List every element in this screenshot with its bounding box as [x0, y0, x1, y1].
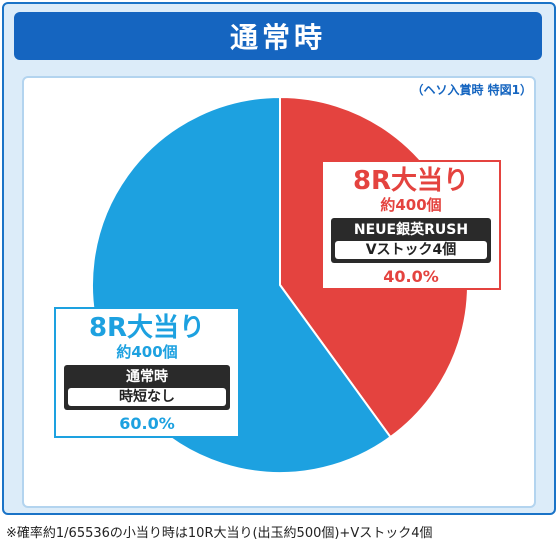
mode-box: 通常時 時短なし	[64, 365, 230, 410]
slice-label-rush: 8R大当り 約400個 NEUE銀英RUSH Vストック4個 40.0%	[321, 160, 501, 290]
slice-label-title: 8R大当り	[352, 166, 470, 196]
mode-box: NEUE銀英RUSH Vストック4個	[331, 218, 491, 263]
footnote: ※確率約1/65536の小当り時は10R大当り(出玉約500個)+Vストック4個	[6, 526, 433, 541]
slice-label-payout: 約400個	[116, 343, 178, 361]
slice-label-normal: 8R大当り 約400個 通常時 時短なし 60.0%	[54, 307, 240, 438]
mode-title: NEUE銀英RUSH	[353, 222, 469, 238]
page-title: 通常時	[229, 21, 326, 54]
mode-value: 時短なし	[68, 388, 226, 406]
slice-percent: 60.0%	[119, 414, 175, 433]
slice-label-title: 8R大当り	[88, 313, 206, 343]
mode-value: Vストック4個	[335, 241, 487, 259]
title-banner: 通常時	[14, 12, 542, 60]
condition-note: （ヘソ入賞時 特図1）	[411, 83, 532, 97]
slice-label-payout: 約400個	[380, 196, 442, 214]
slice-percent: 40.0%	[383, 267, 439, 286]
mode-title: 通常時	[126, 369, 168, 385]
